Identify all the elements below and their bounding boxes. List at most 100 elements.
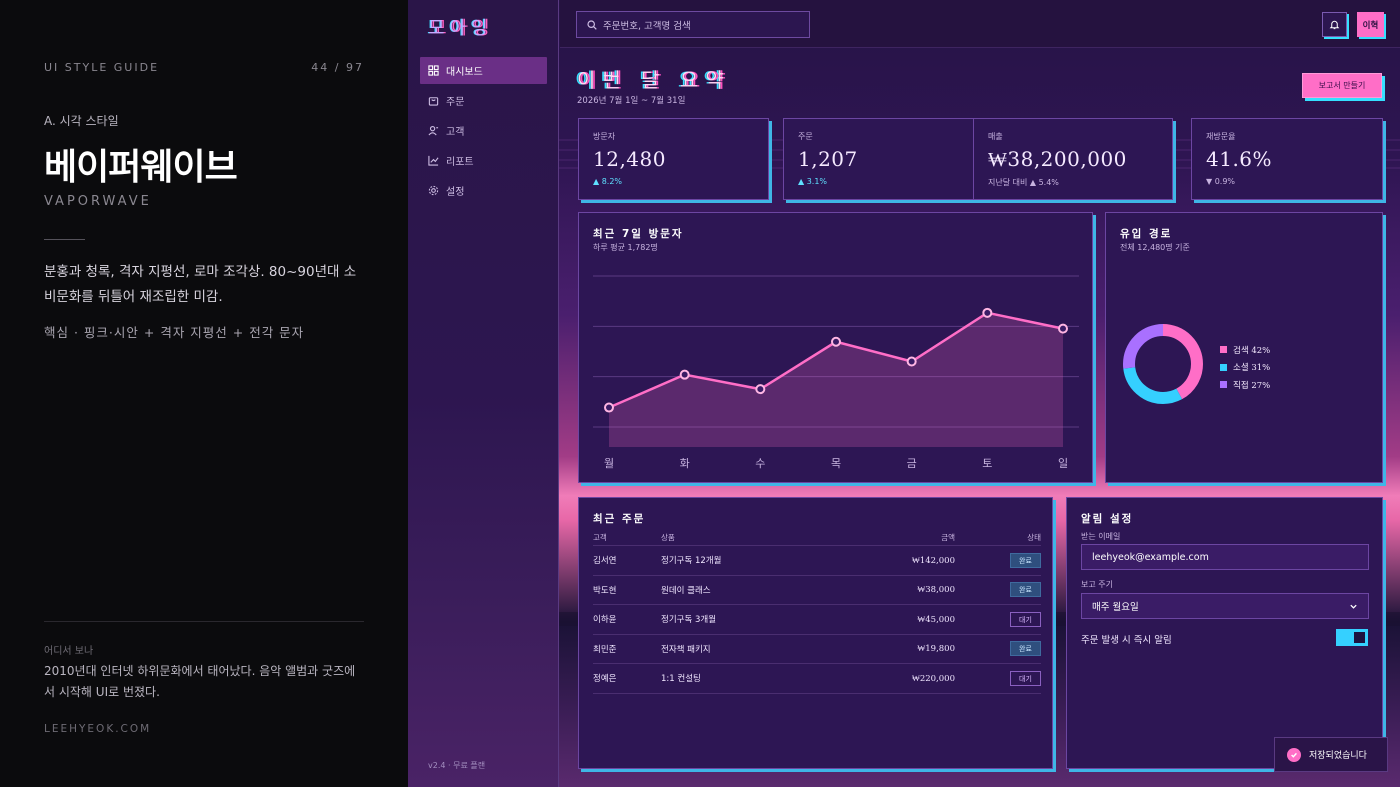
column-header: 금액	[941, 533, 955, 542]
sidebar-item-settings[interactable]: 설정	[420, 177, 547, 204]
search-input[interactable]: 주문번호, 고객명 검색	[576, 11, 810, 38]
kpi-delta-prefix: 지난달 대비	[988, 178, 1028, 187]
data-point[interactable]	[679, 369, 690, 380]
sidebar-item-reports[interactable]: 리포트	[420, 147, 547, 174]
table-row[interactable]: 최민준 전자책 패키지 ₩19,800 완료	[593, 635, 1041, 664]
sidebar-item-customers[interactable]: 고객	[420, 117, 547, 144]
customer-cell: 이하윤	[593, 615, 617, 626]
style-guide-panel: UI STYLE GUIDE 44 / 97 A. 시각 스타일 베이퍼웨이브 …	[0, 0, 408, 787]
check-icon	[1287, 747, 1301, 762]
kpi-value: 12,480	[593, 147, 666, 171]
search-placeholder: 주문번호, 고객명 검색	[603, 20, 691, 32]
legend-item: 직접 27%	[1220, 376, 1270, 394]
guide-section: A. 시각 스타일	[44, 114, 119, 128]
bell-icon	[1329, 20, 1340, 30]
instant-alert-toggle[interactable]	[1336, 629, 1368, 646]
search-icon	[587, 19, 597, 30]
product-cell: 1:1 컨설팅	[661, 674, 701, 685]
donut-slice[interactable]	[1123, 324, 1203, 404]
kpi-value: 1,207	[798, 147, 858, 171]
status-cell: 대기	[955, 670, 1041, 686]
customer-cell: 박도현	[593, 585, 617, 596]
page-counter: 44 / 97	[311, 61, 364, 74]
donut-legend: 검색 42% 소셜 31% 직접 27%	[1220, 341, 1270, 394]
card-title: 최근 7일 방문자	[593, 228, 684, 240]
guide-description: 분홍과 청록, 격자 지평선, 로마 조각상. 80~90년대 소비문화를 뒤틀…	[44, 264, 357, 305]
status-cell: 완료	[955, 582, 1041, 598]
kpi-delta: ▲ 5.4%	[1029, 178, 1059, 187]
users-icon	[428, 126, 439, 136]
data-point[interactable]	[982, 307, 993, 318]
product-cell: 원데이 클래스	[661, 585, 711, 596]
table-row[interactable]: 김서연 정기구독 12개월 ₩142,000 완료	[593, 546, 1041, 576]
kpi-card-revenue: 매출 ₩38,200,000 지난달 대비 ▲ 5.4%	[973, 118, 1173, 200]
visitors-chart-card: 최근 7일 방문자 하루 평균 1,782명 월 화 수 목 금 토 일	[578, 212, 1093, 483]
data-point[interactable]	[604, 402, 614, 413]
select-value: 매주 월요일	[1092, 602, 1139, 613]
date-range: 2026년 7월 1일 ~ 7월 31일	[577, 96, 686, 106]
legend-swatch	[1220, 363, 1227, 371]
card-subtitle: 하루 평균 1,782명	[593, 243, 658, 252]
guide-title: 베이퍼웨이브	[44, 147, 238, 188]
data-point[interactable]	[831, 336, 841, 347]
x-tick-label: 화	[680, 457, 690, 470]
sidebar-nav: 대시보드 주문 고객 리포트 설정	[420, 57, 547, 207]
kpi-card-orders: 주문 1,207 ▲ 3.1%	[783, 118, 974, 200]
amount-cell: ₩45,000	[917, 614, 955, 625]
email-field[interactable]: leehyeok@example.com	[1081, 544, 1369, 570]
avatar[interactable]: 이혁	[1357, 12, 1384, 37]
kpi-card-return-rate: 재방문율 41.6% ▼ 0.9%	[1191, 118, 1383, 200]
kpi-delta-row: 지난달 대비 ▲ 5.4%	[988, 177, 1059, 188]
guide-subtitle: VAPORWAVE	[44, 194, 152, 209]
kpi-card-visitors: 방문자 12,480 ▲ 8.2%	[578, 118, 769, 200]
kpi-label: 매출	[988, 132, 1003, 141]
email-label: 받는 이메일	[1081, 532, 1121, 541]
status-badge: 완료	[1010, 582, 1041, 598]
guide-header: UI STYLE GUIDE 44 / 97	[44, 61, 364, 74]
table-row[interactable]: 박도현 원데이 클래스 ₩38,000 완료	[593, 576, 1041, 605]
traffic-source-card: 유입 경로 전체 12,480명 기준 검색 42% 소셜 31% 직접 27%	[1105, 212, 1383, 483]
table-row[interactable]: 이하윤 정기구독 3개월 ₩45,000 대기	[593, 605, 1041, 635]
status-badge: 완료	[1010, 552, 1041, 568]
divider	[44, 621, 364, 622]
chart-icon	[428, 155, 439, 166]
legend-label: 소셜 31%	[1233, 363, 1271, 374]
version-label: v2.4 · 무료 플랜	[428, 761, 486, 770]
sidebar-item-orders[interactable]: 주문	[420, 87, 547, 114]
table-row[interactable]: 정예은 1:1 컨설팅 ₩220,000 대기	[593, 664, 1041, 694]
customer-cell: 최민준	[593, 644, 617, 655]
status-badge: 대기	[1010, 670, 1041, 686]
amount-cell: ₩220,000	[911, 673, 955, 684]
legend-item: 소셜 31%	[1220, 359, 1270, 377]
kpi-delta: ▲ 3.1%	[798, 177, 828, 186]
status-cell: 완료	[955, 641, 1041, 657]
sidebar-item-dashboard[interactable]: 대시보드	[420, 57, 547, 84]
kpi-value: ₩38,200,000	[988, 147, 1127, 171]
report-cycle-select[interactable]: 매주 월요일	[1081, 593, 1369, 619]
instant-alert-label: 주문 발생 시 즉시 알림	[1081, 635, 1172, 646]
data-point[interactable]	[1058, 323, 1068, 334]
amount-cell: ₩19,800	[917, 644, 955, 655]
page-title: 이번 달 요약	[577, 68, 731, 92]
x-tick-label: 목	[831, 457, 841, 470]
topbar: 주문번호, 고객명 검색 이혁	[560, 0, 1400, 48]
data-point[interactable]	[755, 384, 766, 395]
app-logo[interactable]: 모아잉	[428, 18, 493, 39]
legend-swatch	[1220, 381, 1227, 389]
kpi-value: 41.6%	[1206, 147, 1273, 171]
sidebar: 모아잉 대시보드 주문 고객 리포트 설정 v2.4 · 무료	[408, 0, 559, 787]
card-title: 최근 주문	[593, 513, 646, 525]
site-link[interactable]: LEEHYEOK.COM	[44, 723, 152, 735]
donut-slice[interactable]	[1123, 324, 1203, 404]
create-report-button[interactable]: 보고서 만들기	[1302, 73, 1382, 98]
customer-cell: 김서연	[593, 556, 617, 567]
product-cell: 전자책 패키지	[661, 644, 711, 655]
kpi-delta: ▲ 8.2%	[593, 177, 623, 186]
notification-settings-card: 알림 설정 받는 이메일 leehyeok@example.com 보고 주기 …	[1066, 497, 1383, 769]
status-badge: 대기	[1010, 611, 1041, 627]
data-point[interactable]	[906, 356, 917, 367]
product-cell: 정기구독 3개월	[661, 615, 717, 626]
notification-button[interactable]	[1322, 12, 1347, 37]
amount-cell: ₩38,000	[917, 585, 955, 596]
sidebar-item-label: 주문	[446, 97, 465, 108]
